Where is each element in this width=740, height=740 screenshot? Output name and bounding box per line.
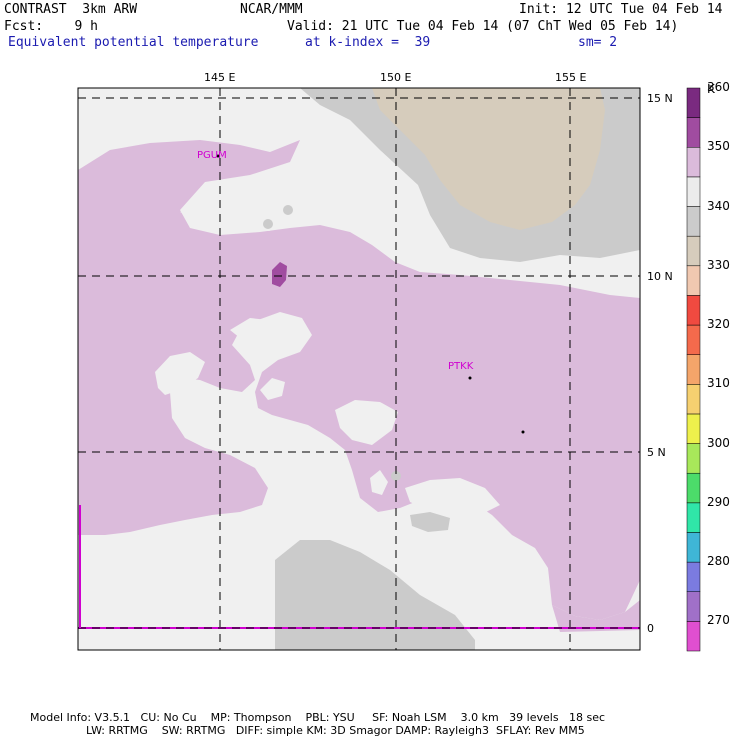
model-info-line1: Model Info: V3.5.1 CU: No Cu MP: Thompso… bbox=[30, 711, 606, 724]
colorbar-tick-label: 340 bbox=[707, 198, 730, 213]
colorbar-swatch bbox=[686, 591, 701, 622]
org-label: NCAR/MMM bbox=[240, 2, 303, 17]
field-370-blob bbox=[272, 262, 287, 287]
field-340-plume bbox=[372, 88, 605, 230]
colorbar-swatch bbox=[686, 176, 701, 207]
field-hole-5 bbox=[335, 400, 398, 445]
field-hole-2 bbox=[155, 352, 205, 395]
field-360-southeast bbox=[552, 600, 640, 632]
colorbar-swatch bbox=[686, 265, 701, 296]
colorbar-tick-label: 300 bbox=[707, 435, 730, 450]
model-info-line2: LW: RRTMG SW: RRTMG DIFF: simple KM: 3D … bbox=[30, 724, 585, 737]
field-hole-7 bbox=[370, 470, 388, 495]
colorbar-tick-label: 360 bbox=[707, 80, 730, 94]
colorbar-swatch bbox=[686, 235, 701, 267]
colorbar-swatch bbox=[686, 413, 701, 444]
colorbar-swatch bbox=[686, 621, 701, 652]
colorbar-swatch bbox=[686, 354, 701, 385]
field-hole-6 bbox=[405, 478, 500, 515]
graticule bbox=[78, 88, 640, 650]
colorbar-unit: K bbox=[707, 82, 715, 96]
colorbar-tick-label: 270 bbox=[707, 613, 730, 628]
colorbar-swatch bbox=[686, 324, 701, 355]
colorbar-swatch bbox=[686, 384, 701, 415]
colorbar-swatch bbox=[686, 147, 701, 178]
map-field bbox=[78, 88, 640, 650]
lat-label-10n: 10 N bbox=[647, 270, 673, 283]
lat-label-0: 0 bbox=[647, 622, 654, 635]
colorbar-tick-label: 330 bbox=[707, 257, 730, 272]
field-350-south bbox=[275, 540, 475, 650]
colorbar-tick-label: 320 bbox=[707, 317, 730, 332]
colorbar-tick-label: 280 bbox=[707, 554, 730, 569]
station-label-ptkk: PTKK bbox=[448, 361, 474, 372]
valid-time: Valid: 21 UTC Tue 04 Feb 14 (07 ChT Wed … bbox=[287, 19, 679, 34]
smoothing-label: sm= 2 bbox=[578, 35, 618, 50]
field-hole-4 bbox=[260, 378, 285, 400]
field-island-4 bbox=[410, 512, 450, 532]
station-marker-ptkk bbox=[468, 376, 472, 380]
colorbar-swatch bbox=[686, 472, 701, 504]
colorbar-swatch bbox=[686, 206, 701, 237]
field-360-main bbox=[78, 140, 640, 620]
field-name: Equivalent potential temperature bbox=[8, 35, 259, 50]
model-title: CONTRAST 3km ARW bbox=[4, 2, 138, 17]
colorbar-swatch bbox=[686, 117, 701, 148]
forecast-hour: Fcst: 9 h bbox=[4, 19, 98, 34]
colorbar-tick-label: 310 bbox=[707, 376, 730, 391]
station-marker-pgum bbox=[216, 154, 220, 158]
colorbar-tick-label: 350 bbox=[707, 139, 730, 154]
colorbar-swatch bbox=[686, 443, 701, 474]
colorbar-swatch bbox=[686, 502, 701, 533]
field-hole-1 bbox=[180, 188, 300, 224]
field-hole-3 bbox=[230, 318, 275, 345]
level-label: at k-index = 39 bbox=[305, 35, 431, 50]
colorbar-swatch bbox=[686, 295, 701, 326]
station-marker-extra bbox=[521, 430, 525, 434]
colorbar-tick-label: 290 bbox=[707, 494, 730, 509]
init-time: Init: 12 UTC Tue 04 Feb 14 bbox=[519, 2, 723, 17]
lon-label-150: 150 E bbox=[380, 71, 412, 84]
station-label-pgum: PGUM bbox=[197, 150, 227, 161]
field-island-3 bbox=[391, 471, 401, 481]
lat-label-15n: 15 N bbox=[647, 92, 673, 105]
colorbar-swatch bbox=[686, 87, 701, 118]
colorbar-swatch bbox=[686, 532, 701, 563]
field-island-2 bbox=[281, 203, 295, 217]
lon-label-155: 155 E bbox=[555, 71, 587, 84]
lon-label-145: 145 E bbox=[204, 71, 236, 84]
field-island-1 bbox=[261, 217, 275, 231]
map-frame bbox=[77, 87, 641, 651]
colorbar-swatch bbox=[686, 561, 701, 592]
lat-label-5n: 5 N bbox=[647, 446, 666, 459]
